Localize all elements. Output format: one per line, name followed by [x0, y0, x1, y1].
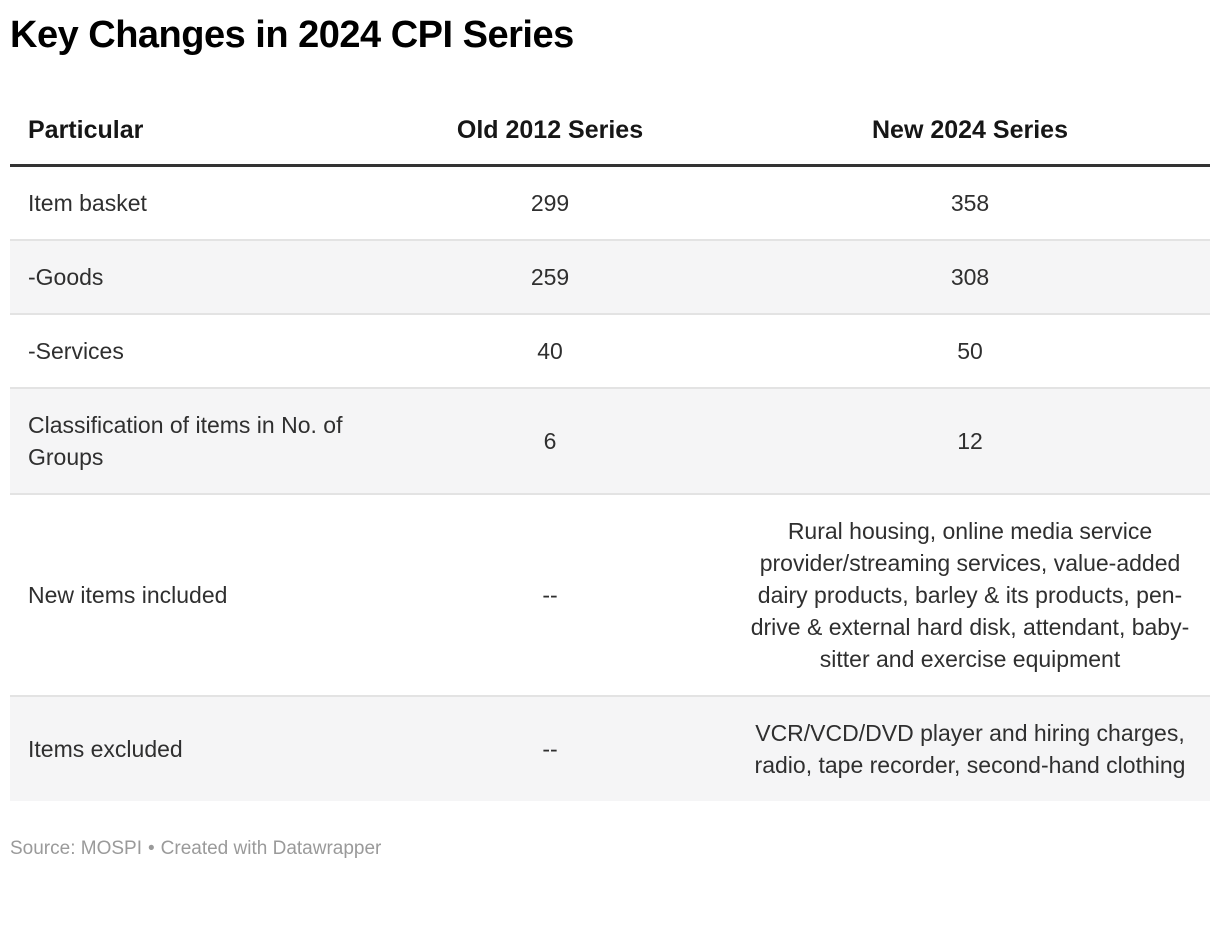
table-body: Item basket 299 358 -Goods 259 308 -Serv…	[10, 166, 1210, 801]
cell-new-value: 308	[730, 239, 1210, 314]
footer-separator: •	[148, 838, 155, 859]
cpi-comparison-table: Particular Old 2012 Series New 2024 Seri…	[10, 86, 1210, 801]
column-header-new-series: New 2024 Series	[730, 86, 1210, 167]
table-row-items-excluded: Items excluded -- VCR/VCD/DVD player and…	[10, 695, 1210, 801]
table-row-services: -Services 40 50	[10, 313, 1210, 388]
chart-title: Key Changes in 2024 CPI Series	[10, 14, 574, 56]
cell-old-value: 40	[370, 313, 730, 388]
cell-old-value: --	[370, 493, 730, 696]
cell-new-value: Rural housing, online media service prov…	[730, 493, 1210, 696]
source-note: Source: MOSPI • Created with Datawrapper	[10, 837, 1210, 861]
table-header-row: Particular Old 2012 Series New 2024 Seri…	[10, 86, 1210, 167]
cell-particular: -Services	[10, 313, 370, 388]
table-row-new-items-included: New items included -- Rural housing, onl…	[10, 493, 1210, 696]
table-header: Particular Old 2012 Series New 2024 Seri…	[10, 86, 1210, 167]
cell-new-value: 12	[730, 387, 1210, 494]
cell-new-value: 358	[950, 190, 990, 216]
cell-particular: Item basket	[28, 190, 147, 216]
cell-old-value: --	[370, 695, 730, 801]
column-header-old-series: Old 2012 Series	[370, 86, 730, 167]
datawrapper-credit-link[interactable]: Created with Datawrapper	[160, 838, 382, 859]
cell-particular: Classification of items in No. of Groups	[10, 387, 370, 494]
cell-old-value: 259	[370, 239, 730, 314]
cell-old-value: 299	[530, 190, 570, 216]
cell-particular: -Goods	[10, 239, 370, 314]
table-row-goods: -Goods 259 308	[10, 239, 1210, 314]
column-header-particular: Particular	[10, 86, 370, 167]
cell-old-value: 6	[370, 387, 730, 494]
cell-new-value: VCR/VCD/DVD player and hiring charges, r…	[730, 695, 1210, 801]
cell-particular: New items included	[10, 493, 370, 696]
source-label: Source: MOSPI	[10, 838, 142, 859]
cell-particular: Items excluded	[10, 695, 370, 801]
cell-new-value: 50	[730, 313, 1210, 388]
table-row-item-basket: Item basket 299 358	[10, 166, 1210, 241]
table-row-classification-groups: Classification of items in No. of Groups…	[10, 387, 1210, 494]
